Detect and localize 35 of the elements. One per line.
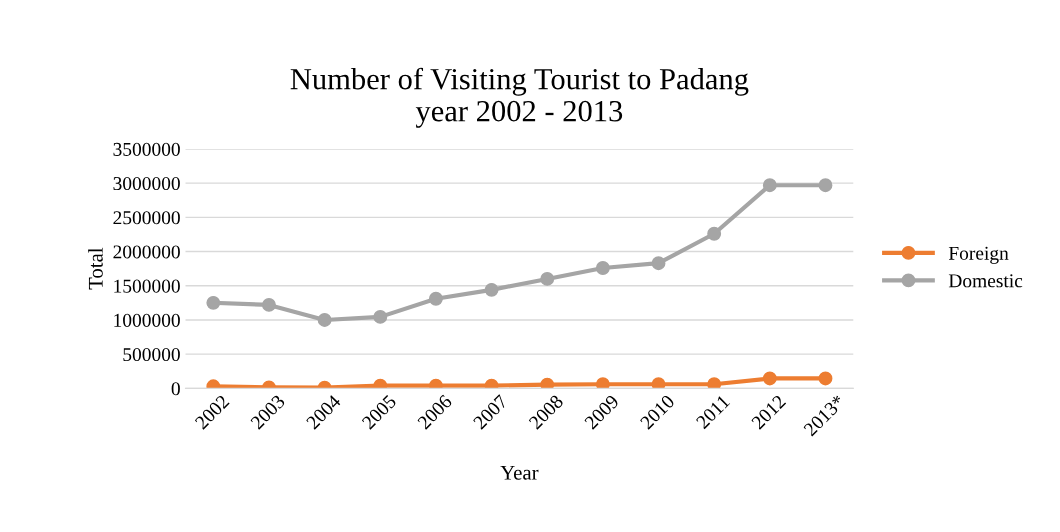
point bbox=[651, 377, 666, 389]
point bbox=[818, 178, 833, 193]
point bbox=[373, 309, 388, 324]
y-axis-title: Total bbox=[88, 247, 103, 290]
point bbox=[707, 377, 722, 389]
y-tick-label: 1500000 bbox=[114, 279, 180, 293]
point bbox=[206, 295, 221, 310]
point bbox=[373, 378, 388, 389]
point bbox=[762, 178, 777, 193]
y-tick-label: 500000 bbox=[123, 347, 180, 362]
point bbox=[595, 261, 610, 275]
point bbox=[762, 371, 777, 386]
point bbox=[651, 256, 666, 271]
chart-title: Number of Visiting Tourist to Padang year 2002 - 2013 bbox=[290, 67, 749, 128]
point bbox=[707, 226, 722, 241]
point bbox=[428, 378, 443, 389]
y-tick-label: 3000000 bbox=[113, 176, 180, 191]
point bbox=[595, 377, 610, 389]
point bbox=[484, 378, 499, 389]
y-tick-label: 2500000 bbox=[113, 211, 180, 225]
point bbox=[317, 313, 332, 327]
point bbox=[262, 297, 276, 312]
x-axis-title: Year bbox=[500, 465, 539, 480]
y-tick-label: 1000000 bbox=[114, 313, 180, 327]
point bbox=[428, 291, 443, 306]
point bbox=[818, 371, 833, 386]
y-tick-label: 0 bbox=[171, 382, 180, 396]
x-tick-label: 2011 bbox=[695, 394, 731, 430]
point bbox=[484, 282, 499, 297]
y-tick-label: 2000000 bbox=[113, 245, 180, 259]
legend-label: Foreign bbox=[948, 246, 1009, 264]
y-tick-label: 3500000 bbox=[113, 142, 180, 156]
point bbox=[540, 271, 555, 286]
point bbox=[540, 377, 555, 389]
legend-label: Domestic bbox=[948, 274, 1023, 288]
